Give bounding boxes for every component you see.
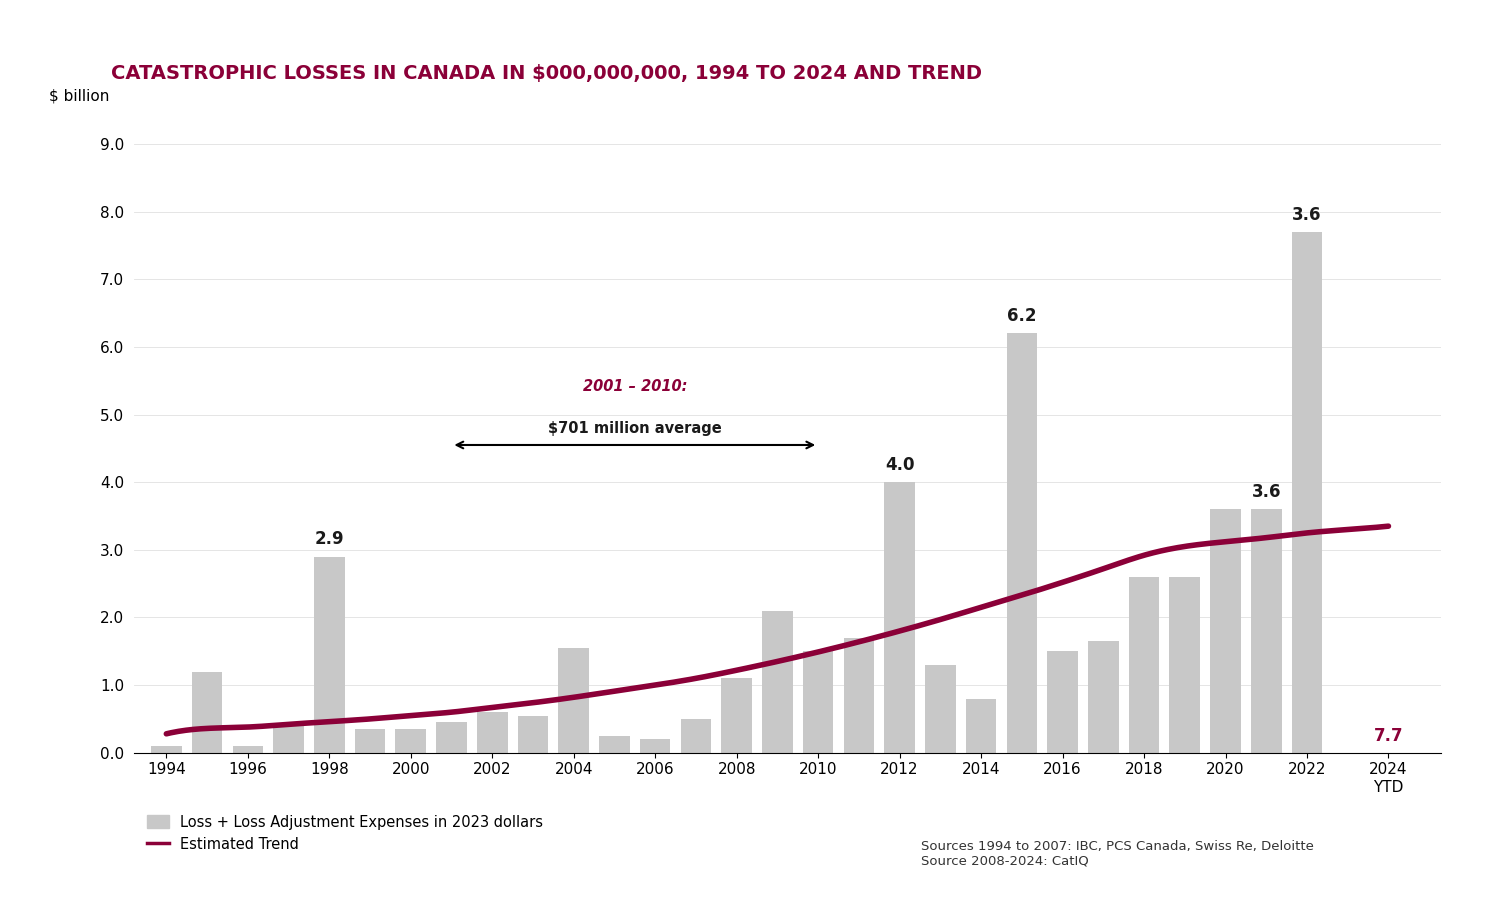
Text: 2001 – 2010:: 2001 – 2010: [583,379,687,394]
Text: CATASTROPHIC LOSSES IN CANADA IN $000,000,000, 1994 TO 2024 AND TREND: CATASTROPHIC LOSSES IN CANADA IN $000,00… [111,64,982,84]
Bar [1169,577,1201,753]
Bar [884,482,915,753]
Bar [437,722,467,753]
Bar [966,699,996,753]
Text: 3.6: 3.6 [1251,483,1281,501]
Text: 6.2: 6.2 [1008,308,1037,325]
Bar [1291,232,1323,753]
Bar [1048,651,1077,753]
Text: $ billion: $ billion [49,89,108,104]
Bar [395,729,426,753]
Text: $701 million average: $701 million average [548,421,722,436]
Bar [314,556,345,753]
Legend: Loss + Loss Adjustment Expenses in 2023 dollars, Estimated Trend: Loss + Loss Adjustment Expenses in 2023 … [141,809,550,858]
Bar [844,638,874,753]
Bar [640,739,670,753]
Bar [926,665,955,753]
Text: 4.0: 4.0 [884,456,914,474]
Text: 7.7: 7.7 [1373,727,1403,744]
Bar [721,678,752,753]
Bar [232,746,263,753]
Bar [1088,641,1119,753]
Text: 2.9: 2.9 [315,531,345,548]
Bar [599,736,630,753]
Bar [802,651,834,753]
Bar [477,712,508,753]
Bar [1006,333,1037,753]
Bar [1129,577,1159,753]
Bar [192,672,223,753]
Bar [559,648,588,753]
Bar [517,715,548,753]
Bar [762,610,792,753]
Bar [1210,509,1241,753]
Bar [273,726,303,753]
Text: Sources 1994 to 2007: IBC, PCS Canada, Swiss Re, Deloitte
Source 2008-2024: CatI: Sources 1994 to 2007: IBC, PCS Canada, S… [921,839,1314,868]
Text: 3.6: 3.6 [1293,206,1321,224]
Bar [681,719,712,753]
Bar [1251,509,1281,753]
Bar [355,729,385,753]
Bar [152,746,181,753]
